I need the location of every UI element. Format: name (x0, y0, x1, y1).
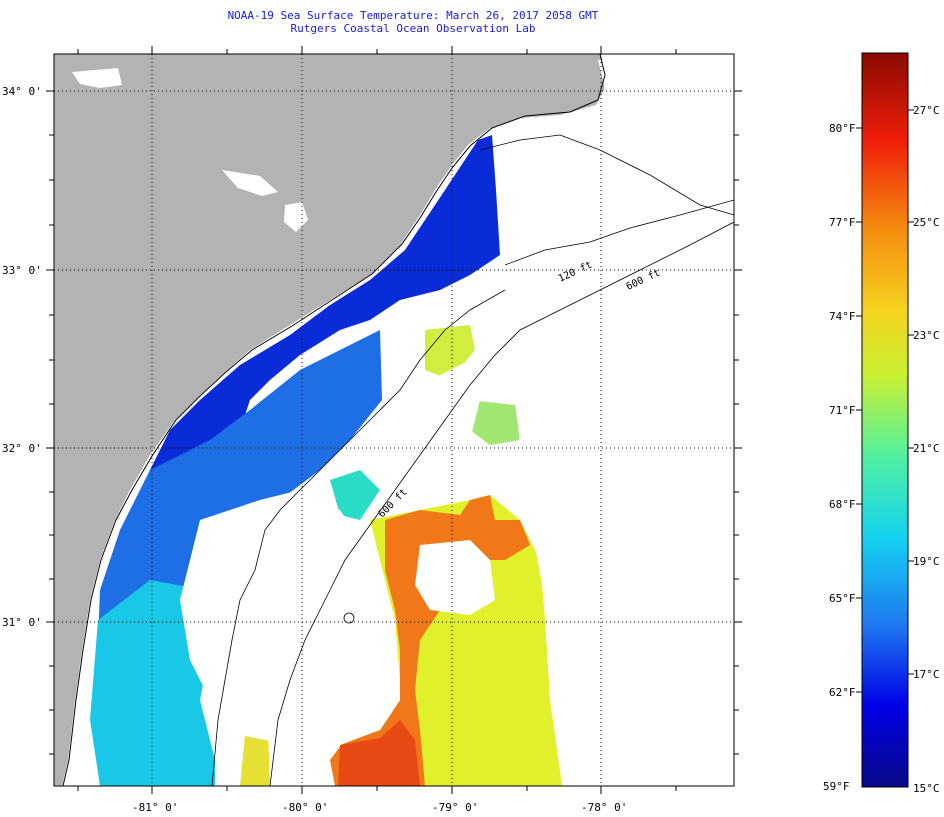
sst-green-patch (470, 400, 520, 445)
land-gap-1 (72, 68, 122, 88)
colorbar-f-74: 74°F (829, 310, 856, 323)
colorbar-f-71: 71°F (829, 404, 856, 417)
colorbar-c-21: 21°C (913, 442, 940, 455)
land-gap-3 (284, 202, 308, 232)
cloud-gap-4 (505, 190, 734, 786)
lon-label-81: -81° 0' (132, 801, 179, 814)
colorbar-f-80: 80°F (829, 122, 856, 135)
map-subtitle: Rutgers Coastal Ocean Observation Lab (290, 22, 536, 35)
land-gap-4 (598, 58, 650, 110)
lat-label-33: 33° 0' (2, 264, 42, 277)
colorbar-f-62: 62°F (829, 686, 856, 699)
frame-ticks (46, 46, 742, 794)
isobath-120ft (211, 134, 734, 786)
lon-label-78: -78° 0' (581, 801, 628, 814)
sst-hot-patch (338, 720, 420, 786)
colorbar-c-15: 15°C (913, 782, 940, 795)
colorbar-f-68: 68°F (829, 498, 856, 511)
colorbar-c-19: 19°C (913, 555, 940, 568)
lat-label-31: 31° 0' (2, 616, 42, 629)
lon-label-79: -79° 0' (432, 801, 479, 814)
land-mass (54, 54, 608, 786)
colorbar-c-17: 17°C (913, 668, 940, 681)
colorbar-c-23: 23°C (913, 329, 940, 342)
colorbar-c-25: 25°C (913, 216, 940, 229)
colorbar-f-77: 77°F (829, 216, 856, 229)
sst-yellow-south (240, 730, 270, 786)
lat-label-34: 34° 0' (2, 85, 42, 98)
cloud-gap-1 (180, 490, 400, 745)
graticule (54, 54, 734, 786)
map-frame (53, 53, 735, 787)
colorbar-f-59: 59°F (823, 780, 850, 793)
cloud-gap-2 (415, 540, 495, 615)
colorbar-ticks (856, 109, 914, 693)
sst-mid-band-2 (330, 470, 380, 520)
colorbar-gradient (861, 52, 909, 788)
cloud-gap-3 (375, 360, 480, 480)
lon-label-80: -80° 0' (282, 801, 329, 814)
coastline (62, 54, 606, 786)
land-gap-2 (222, 170, 278, 196)
lat-label-32: 32° 0' (2, 442, 42, 455)
seamount-contour (343, 612, 355, 624)
map-title: NOAA-19 Sea Surface Temperature: March 2… (227, 9, 599, 22)
colorbar-f-65: 65°F (829, 592, 856, 605)
colorbar-c-27: 27°C (913, 104, 940, 117)
